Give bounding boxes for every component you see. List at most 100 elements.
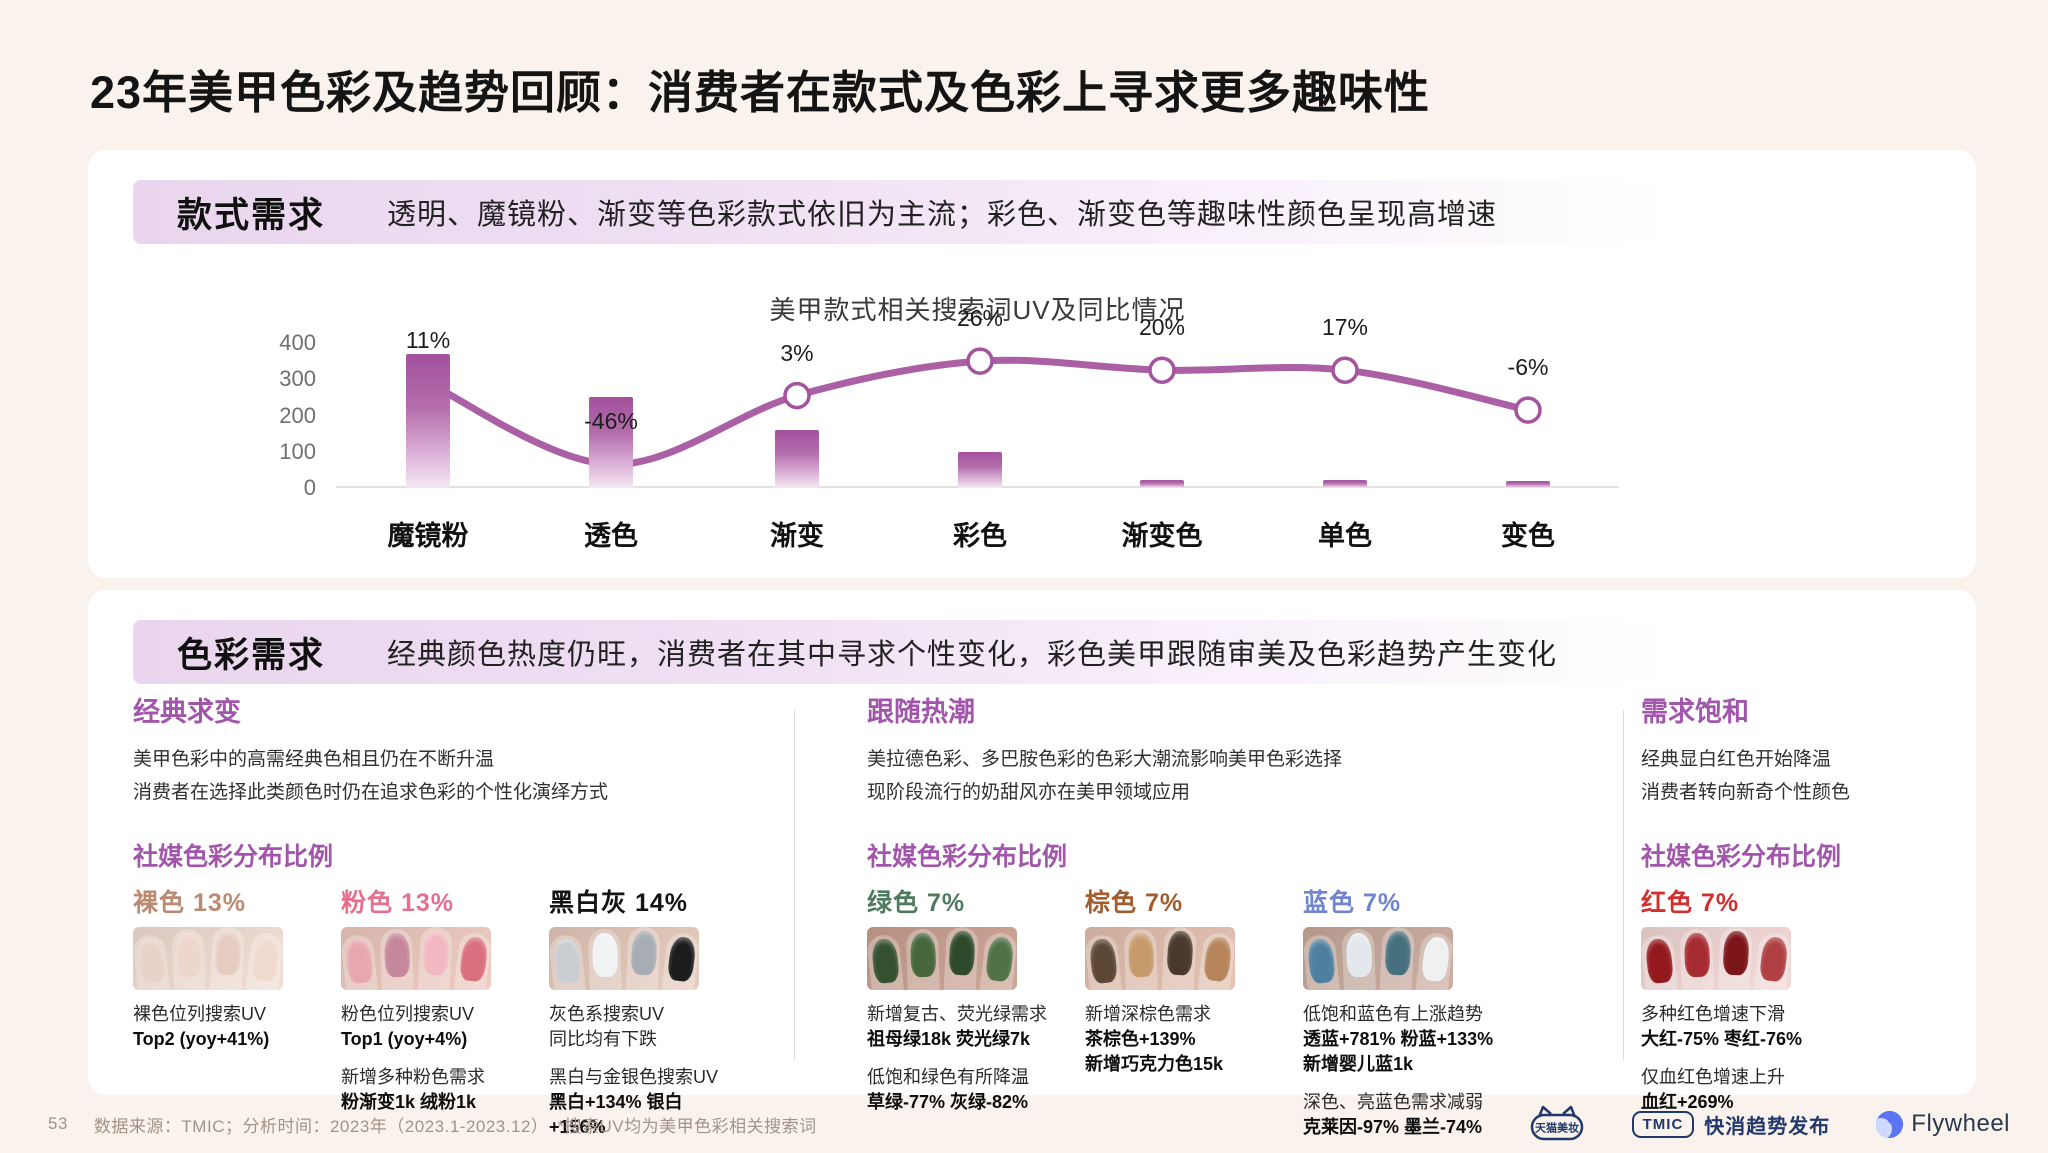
note-line: 新增深棕色需求: [1085, 1004, 1211, 1024]
uv-bar: [1506, 481, 1550, 488]
footer-logos: 天猫美妆 TMIC 快消趋势发布 Flywheel: [1528, 1104, 2010, 1144]
note-group: 多种红色增速下滑 大红-75% 枣红-76%: [1641, 1002, 1841, 1052]
color-demand-band: 色彩需求 经典颜色热度仍旺，消费者在其中寻求个性变化，彩色美甲跟随审美及色彩趋势…: [133, 620, 1733, 684]
color-swatch: 裸色 13% 裸色位列搜索UV Top2 (yoy+41%): [133, 883, 323, 1153]
finger-shape: [451, 931, 491, 990]
tmic-text-label: 快消趋势发布: [1704, 1115, 1831, 1138]
swatch-label: 红色 7%: [1641, 889, 1740, 917]
social-distribution-subheading: 社媒色彩分布比例: [133, 843, 334, 871]
swatch-notes: 新增深棕色需求 茶棕色+139% 新增巧克力色15k: [1085, 1002, 1283, 1090]
color-demand-card: 色彩需求 经典颜色热度仍旺，消费者在其中寻求个性变化，彩色美甲跟随审美及色彩趋势…: [88, 590, 1976, 1137]
note-group: 新增深棕色需求 茶棕色+139% 新增巧克力色15k: [1085, 1002, 1283, 1077]
description-line: 消费者转向新奇个性颜色: [1641, 782, 1851, 803]
note-line: 新增多种粉色需求: [341, 1067, 485, 1087]
finger-shape: [133, 933, 172, 990]
note-group: 低饱和蓝色有上涨趋势 透蓝+781% 粉蓝+133% 新增婴儿蓝1k: [1303, 1002, 1501, 1077]
swatch-notes: 裸色位列搜索UV Top2 (yoy+41%): [133, 1002, 323, 1065]
swatch-row: 裸色 13% 裸色位列搜索UV Top2 (yoy+41%) 粉色 13% 粉色位列搜索…: [133, 883, 793, 1153]
slide-footer: 53 数据来源：TMIC；分析时间：2023年（2023.1-2023.12） …: [48, 1102, 2010, 1146]
note-line: 新增婴儿蓝1k: [1303, 1054, 1414, 1074]
tmall-beauty-label: 天猫美妆: [1535, 1121, 1579, 1135]
uv-bar: [1140, 480, 1184, 488]
uv-bar: [1323, 480, 1367, 488]
finger-shape: [379, 928, 415, 990]
finger-shape: [549, 933, 588, 990]
uv-bar: [589, 397, 633, 488]
y-axis-tick: 100: [279, 438, 316, 464]
uv-yoy-combo-chart: 400 300 200 100 0 魔镜粉 透色 渐变 彩色 渐变色 单色 变色 11% -46% 3% 26…: [88, 150, 1976, 578]
finger-shape: [1341, 928, 1377, 990]
swatch-row: 红色 7% 多种红色增速下滑 大红-75% 枣红-76% 仅血红色增速上升 血红+269…: [1641, 883, 2001, 1128]
note-group: 新增复古、荧光绿需求 祖母绿18k 荧光绿7k: [867, 1002, 1065, 1052]
color-swatch: 棕色 7% 新增深棕色需求 茶棕色+139% 新增巧克力色15k: [1085, 883, 1283, 1153]
color-swatch: 粉色 13% 粉色位列搜索UV Top1 (yoy+4%) 新增多种粉色需求 粉渐变1k…: [341, 883, 531, 1153]
social-distribution-subheading: 社媒色彩分布比例: [867, 843, 1068, 871]
tmic-logo: TMIC 快消趋势发布: [1631, 1110, 1831, 1139]
column-heading: 需求饱和: [1641, 697, 1749, 727]
swatch-label: 绿色 7%: [867, 889, 966, 917]
note-line: 茶棕色+139%: [1085, 1029, 1196, 1049]
note-line: 仅血红色增速上升: [1641, 1067, 1785, 1087]
nail-shape: [869, 937, 900, 985]
line-marker: [1148, 356, 1176, 384]
finger-shape: [1716, 927, 1753, 990]
style-demand-card: 款式需求 透明、魔镜粉、渐变等色彩款式依旧为主流；彩色、渐变色等趣味性颜色呈现高…: [88, 150, 1976, 578]
description-line: 消费者在选择此类颜色时仍在追求色彩的个性化演绎方式: [133, 782, 609, 803]
color-swatch: 绿色 7% 新增复古、荧光绿需求 祖母绿18k 荧光绿7k 低饱和绿色有所降温 草绿-7…: [867, 883, 1065, 1153]
note-line: 透蓝+781% 粉蓝+133%: [1303, 1029, 1494, 1049]
nail-photo: [1641, 927, 1791, 990]
color-swatch: 红色 7% 多种红色增速下滑 大红-75% 枣红-76% 仅血红色增速上升 血红+269…: [1641, 883, 1841, 1128]
finger-shape: [942, 927, 979, 990]
category-label: 彩色: [953, 521, 1007, 551]
color-demand-tag: 色彩需求: [177, 635, 326, 675]
note-group: 黑白与金银色搜索UV 黑白+134% 银白+156%: [549, 1065, 739, 1140]
note-line: 同比均有下跌: [549, 1029, 657, 1049]
category-label: 变色: [1501, 521, 1555, 551]
column-divider: [794, 710, 795, 1060]
note-group: 仅血红色增速上升 血红+269%: [1641, 1065, 1841, 1115]
style-demand-summary: 透明、魔镜粉、渐变等色彩款式依旧为主流；彩色、渐变色等趣味性颜色呈现高增速: [387, 199, 1498, 231]
nail-shape: [213, 930, 241, 976]
nail-shape: [629, 930, 657, 976]
description-line: 经典显白红色开始降温: [1641, 749, 1832, 770]
finger-shape: [867, 933, 906, 990]
note-line: 血红+269%: [1641, 1092, 1734, 1112]
y-axis-tick: 400: [279, 330, 316, 355]
chart-title: 美甲款式相关搜索词UV及同比情况: [769, 295, 1186, 325]
column-heading: 跟随热潮: [867, 697, 975, 727]
note-group: 灰色系搜索UV 同比均有下跌: [549, 1002, 739, 1052]
nail-shape: [984, 935, 1015, 983]
swatch-label: 蓝色 7%: [1303, 889, 1402, 917]
nail-shape: [250, 935, 281, 983]
nail-shape: [1127, 932, 1155, 978]
page-title: 23年美甲色彩及趋势回顾：消费者在款式及色彩上寻求更多趣味性: [90, 67, 1431, 118]
swatch-notes: 新增复古、荧光绿需求 祖母绿18k 荧光绿7k 低饱和绿色有所降温 草绿-77% 灰绿…: [867, 1002, 1065, 1128]
finger-shape: [1085, 933, 1124, 990]
finger-shape: [1751, 931, 1791, 990]
note-line: 粉渐变1k 绒粉1k: [341, 1092, 477, 1112]
style-demand-band: 款式需求 透明、魔镜粉、渐变等色彩款式依旧为主流；彩色、渐变色等趣味性颜色呈现高…: [133, 180, 1733, 244]
color-swatch: 黑白灰 14% 灰色系搜索UV 同比均有下跌 黑白与金银色搜索UV 黑白+134% 银白…: [549, 883, 739, 1153]
nail-shape: [1345, 932, 1373, 978]
finger-shape: [341, 933, 380, 990]
finger-shape: [977, 931, 1017, 990]
social-distribution-subheading: 社媒色彩分布比例: [1641, 843, 1842, 871]
nail-photo: [133, 927, 283, 990]
column-description: 美拉德色彩、多巴胺色彩的色彩大潮流影响美甲色彩选择 现阶段流行的奶甜风亦在美甲领域…: [867, 743, 1567, 809]
finger-shape: [1123, 928, 1159, 990]
color-column: 需求饱和经典显白红色开始降温 消费者转向新奇个性颜色社媒色彩分布比例 红色 7% 多种…: [1641, 690, 2001, 1128]
note-group: 低饱和绿色有所降温 草绿-77% 灰绿-82%: [867, 1065, 1065, 1115]
finger-shape: [416, 927, 453, 990]
tmall-beauty-logo: 天猫美妆: [1530, 1105, 1583, 1141]
yoy-percent-label: 17%: [1321, 314, 1369, 341]
y-axis-tick: 0: [303, 475, 316, 500]
color-swatch: 蓝色 7% 低饱和蓝色有上涨趋势 透蓝+781% 粉蓝+133% 新增婴儿蓝1k 深色、…: [1303, 883, 1501, 1153]
category-label: 渐变: [770, 521, 824, 551]
description-line: 现阶段流行的奶甜风亦在美甲领域应用: [867, 782, 1191, 803]
note-group: 裸色位列搜索UV Top2 (yoy+41%): [133, 1002, 323, 1052]
nail-photo: [1085, 927, 1235, 990]
nail-shape: [1087, 937, 1118, 985]
style-demand-tag: 款式需求: [177, 195, 326, 235]
finger-shape: [1679, 928, 1715, 990]
finger-shape: [1378, 927, 1415, 990]
